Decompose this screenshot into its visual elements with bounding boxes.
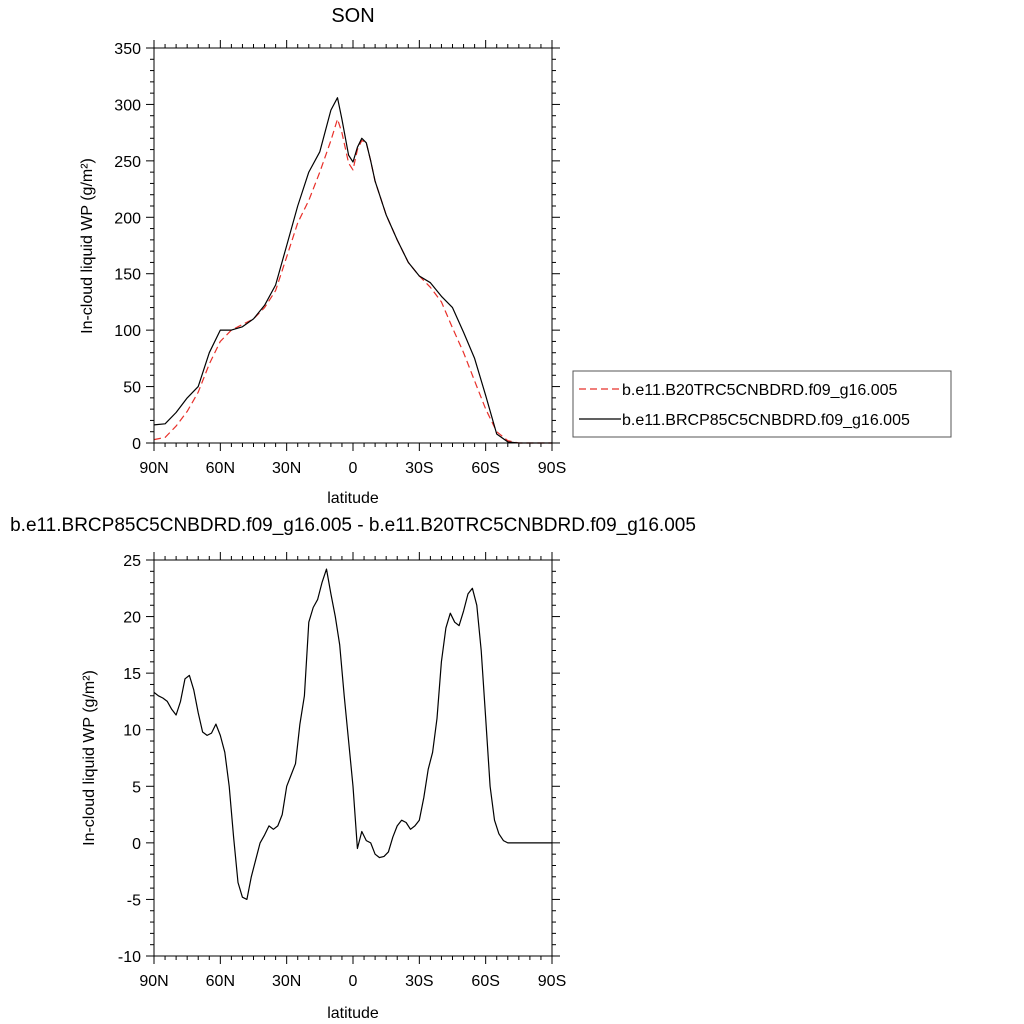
top-y-tick-label: 0 [132, 436, 141, 453]
bottom-y-tick-label: -10 [118, 949, 141, 966]
bottom-x-tick-label: 90N [139, 973, 168, 990]
x-axis-title-top: latitude [327, 490, 379, 507]
top-x-tick-label: 30S [405, 460, 433, 477]
top-x-tick-label: 0 [349, 460, 358, 477]
top-x-tick-label: 90N [139, 460, 168, 477]
top-series-group [153, 97, 552, 444]
bottom-x-tick-label: 90S [538, 973, 566, 990]
top-tick-group: 0 50 100 150 200 250 300 350 90N 60N 30N 0 30S 60S 90S [114, 40, 566, 477]
top-y-tick-label: 200 [114, 210, 141, 227]
chart-title-top: SON [331, 5, 374, 27]
top-y-tick-label: 150 [114, 267, 141, 284]
y-axis-title-bottom: In-cloud liquid WP (g/m²) [81, 670, 98, 846]
bottom-y-tick-label: 20 [123, 610, 141, 627]
top-x-tick-label: 90S [538, 460, 566, 477]
y-axis-title-top: In-cloud liquid WP (g/m²) [79, 158, 96, 334]
top-series-line-1 [153, 118, 552, 444]
top-y-tick-label: 50 [123, 380, 141, 397]
top-x-tick-label: 60S [471, 460, 499, 477]
legend: b.e11.B20TRC5CNBDRD.f09_g16.005 b.e11.BR… [572, 370, 952, 438]
bottom-y-tick-label: 10 [123, 723, 141, 740]
bottom-x-tick-label: 60N [206, 973, 235, 990]
bottom-y-tick-label: 5 [132, 779, 141, 796]
bottom-x-tick-label: 30N [272, 973, 301, 990]
top-y-tick-label: 350 [114, 41, 141, 58]
bottom-y-tick-label: 25 [123, 553, 141, 570]
top-y-tick-label: 250 [114, 154, 141, 171]
bottom-x-tick-label: 30S [405, 973, 433, 990]
panel-bottom: b.e11.BRCP85C5CNBDRD.f09_g16.005 - b.e11… [10, 515, 696, 1022]
top-series-line-2 [153, 97, 552, 444]
legend-label-series-1: b.e11.B20TRC5CNBDRD.f09_g16.005 [622, 382, 898, 399]
x-axis-title-bottom: latitude [327, 1005, 379, 1022]
bottom-y-tick-label: 0 [132, 836, 141, 853]
bottom-x-tick-label: 60S [471, 973, 499, 990]
chart-title-bottom: b.e11.BRCP85C5CNBDRD.f09_g16.005 - b.e11… [10, 515, 696, 536]
bottom-tick-group: -10 -5 0 5 10 15 20 25 90N 60N 30N 0 30S 60S 90S [118, 552, 566, 990]
legend-box [572, 370, 952, 438]
bottom-plot-frame [153, 559, 553, 957]
bottom-series-line-1 [153, 568, 552, 901]
top-x-tick-label: 60N [206, 460, 235, 477]
top-y-tick-label: 100 [114, 323, 141, 340]
top-plot-frame [153, 47, 553, 444]
bottom-series-group [153, 568, 552, 901]
panel-top: SON 0 50 100 150 200 250 300 350 90N 60N 30N 0 30S 60… [79, 5, 952, 507]
bottom-x-tick-label: 0 [349, 973, 358, 990]
legend-label-series-2: b.e11.BRCP85C5CNBDRD.f09_g16.005 [622, 412, 910, 429]
top-y-tick-label: 300 [114, 97, 141, 114]
bottom-y-tick-label: -5 [127, 892, 141, 909]
top-x-tick-label: 30N [272, 460, 301, 477]
bottom-y-tick-label: 15 [123, 666, 141, 683]
